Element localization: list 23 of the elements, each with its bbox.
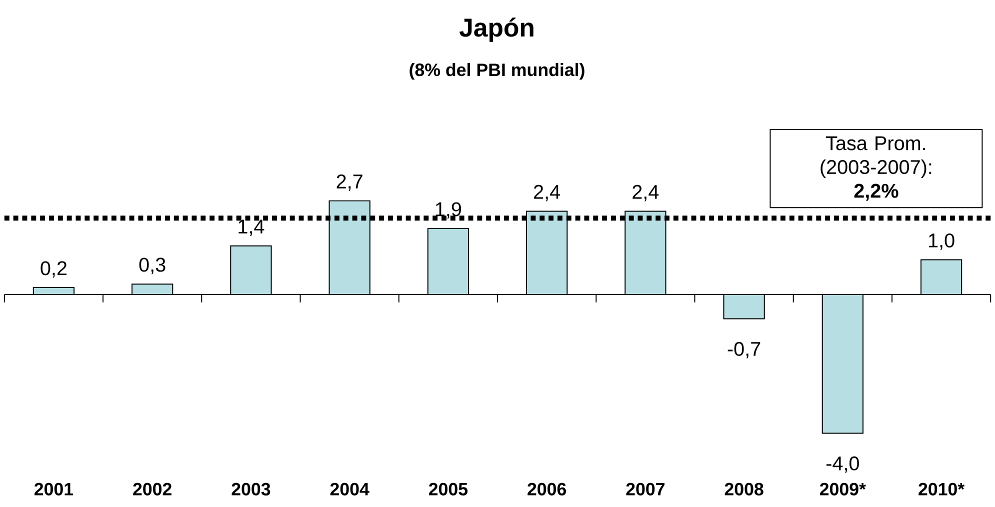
x-tick-label: 2006 — [528, 482, 566, 496]
data-label: 1,4 — [238, 220, 264, 236]
data-label: -0,7 — [728, 342, 760, 358]
x-tick-label: 2001 — [34, 482, 74, 496]
data-label: 1,9 — [436, 202, 462, 218]
x-tick-label: 2007 — [626, 482, 664, 496]
x-tick-label: 2004 — [330, 482, 370, 496]
data-label: 2,7 — [336, 174, 362, 191]
data-label: 1,0 — [929, 233, 954, 250]
data-label: -4,0 — [826, 456, 859, 473]
chart-title: Japón — [459, 17, 534, 42]
x-tick-label: 2002 — [133, 482, 172, 496]
x-tick-label: 2005 — [428, 482, 468, 496]
x-tick-label: 2009* — [820, 482, 866, 496]
ref-line-label: Tasa Prom. (2003-2007): 2,2% — [820, 136, 932, 200]
x-tick-label: 2008 — [724, 482, 764, 496]
x-tick-label: 2010* — [918, 482, 965, 496]
data-label: 2,4 — [534, 184, 560, 202]
data-label: 0,2 — [40, 260, 67, 278]
data-label: 0,3 — [139, 257, 166, 274]
data-label: 2,4 — [632, 184, 659, 202]
x-tick-label: 2003 — [232, 482, 270, 496]
chart-subtitle: (8% del PBI mundial) — [410, 62, 584, 80]
